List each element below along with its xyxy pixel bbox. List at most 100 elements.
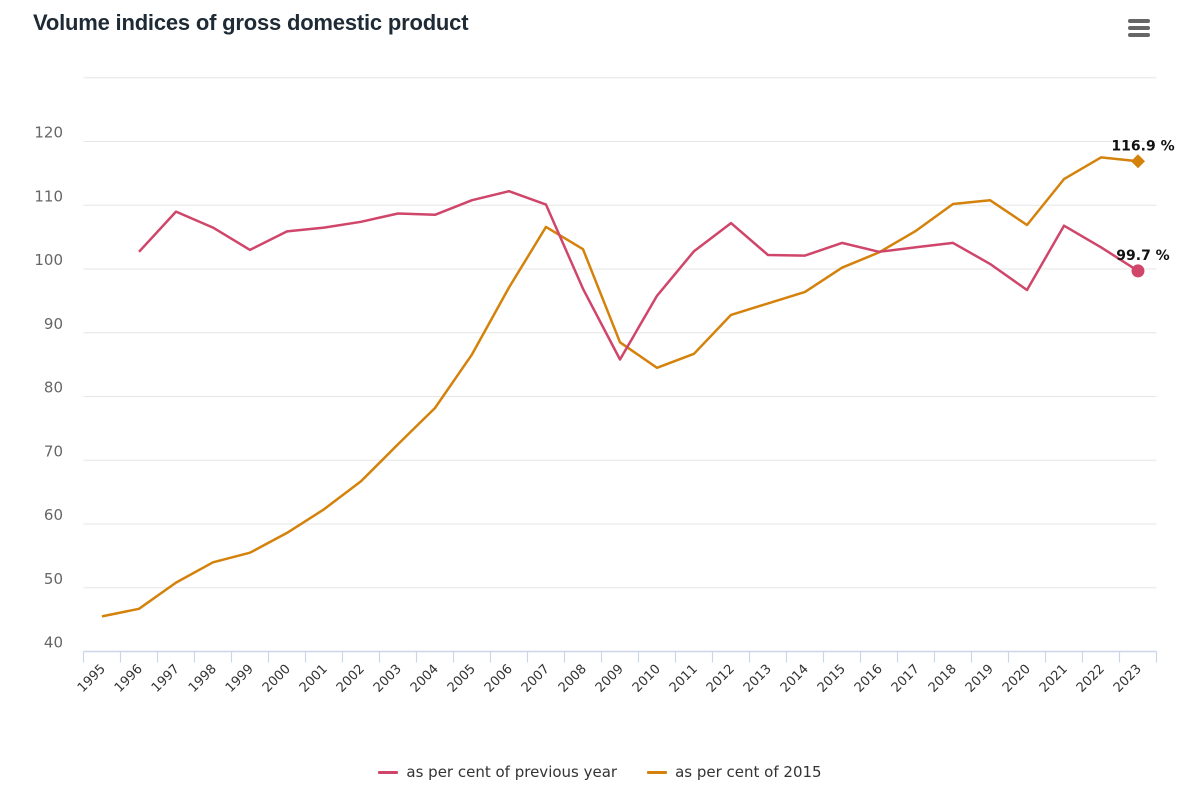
x-tick-label: 2004	[408, 662, 442, 696]
x-tick-label: 2016	[852, 662, 886, 696]
y-tick-label: 90	[44, 315, 63, 333]
x-tick-label: 2013	[741, 662, 775, 696]
last-point-marker-diamond[interactable]	[1131, 154, 1145, 169]
series-line-2015[interactable]	[101, 156, 1139, 618]
data-point[interactable]	[691, 351, 697, 357]
hamburger-menu-icon	[1128, 19, 1150, 23]
data-point[interactable]	[173, 209, 179, 215]
data-point[interactable]	[802, 289, 808, 295]
data-point[interactable]	[321, 225, 327, 231]
x-tick-label: 2011	[667, 662, 701, 696]
data-point[interactable]	[469, 197, 475, 203]
chart-menu-button[interactable]	[1124, 16, 1154, 40]
x-tick-label: 2019	[963, 662, 997, 696]
data-point[interactable]	[987, 197, 993, 203]
y-tick-label: 70	[44, 442, 63, 460]
x-tick-label: 2020	[1000, 662, 1034, 696]
data-point[interactable]	[580, 246, 586, 252]
data-point[interactable]	[358, 478, 364, 484]
data-point[interactable]	[913, 228, 919, 234]
data-point[interactable]	[1024, 222, 1030, 228]
x-tick-label: 2015	[815, 662, 849, 696]
y-tick-label: 40	[44, 634, 63, 652]
data-point[interactable]	[1098, 154, 1104, 160]
data-point[interactable]	[395, 211, 401, 217]
y-tick-label: 110	[34, 187, 63, 205]
data-point[interactable]	[173, 580, 179, 586]
data-point[interactable]	[617, 339, 623, 345]
series-line-previous-year[interactable]	[138, 189, 1139, 361]
data-point[interactable]	[284, 228, 290, 234]
data-point[interactable]	[247, 550, 253, 556]
data-point[interactable]	[987, 261, 993, 267]
y-axis: 40 50 60 70 80 90 100 110 120	[34, 124, 63, 652]
data-point[interactable]	[950, 240, 956, 246]
chart-title: Volume indices of gross domestic product	[33, 10, 469, 35]
x-tick-label: 2021	[1037, 662, 1071, 696]
data-point[interactable]	[210, 559, 216, 565]
y-tick-label: 80	[44, 379, 63, 397]
data-labels: 116.9 % 99.7 %	[1111, 138, 1174, 264]
data-point[interactable]	[506, 284, 512, 290]
data-point[interactable]	[432, 212, 438, 218]
data-point[interactable]	[728, 220, 734, 226]
data-point[interactable]	[1024, 287, 1030, 293]
data-point[interactable]	[580, 286, 586, 292]
data-point[interactable]	[210, 225, 216, 231]
x-tick-label: 1995	[75, 662, 109, 696]
x-tick-label: 2001	[297, 662, 331, 696]
data-point[interactable]	[395, 441, 401, 447]
data-point[interactable]	[358, 219, 364, 225]
data-point[interactable]	[728, 312, 734, 318]
data-label-last: 99.7 %	[1116, 248, 1169, 264]
x-tick-label: 2009	[593, 662, 627, 696]
x-tick-label: 2008	[556, 662, 590, 696]
data-point[interactable]	[136, 249, 142, 255]
legend-item-previous-year[interactable]: as per cent of previous year	[378, 763, 617, 781]
hamburger-menu-icon-bar	[1128, 26, 1150, 30]
data-point[interactable]	[543, 224, 549, 230]
x-tick-label: 2006	[482, 662, 516, 696]
data-point[interactable]	[839, 240, 845, 246]
data-point[interactable]	[691, 248, 697, 254]
x-tick-label: 1998	[186, 662, 220, 696]
data-point[interactable]	[506, 188, 512, 194]
data-point[interactable]	[432, 405, 438, 411]
data-point[interactable]	[876, 249, 882, 255]
x-tick-label: 2002	[334, 662, 368, 696]
data-point[interactable]	[543, 202, 549, 208]
series-group	[99, 154, 1145, 619]
data-point[interactable]	[136, 606, 142, 612]
data-point[interactable]	[839, 265, 845, 271]
data-point[interactable]	[654, 365, 660, 371]
x-tick-label: 2000	[260, 662, 294, 696]
data-point[interactable]	[247, 247, 253, 253]
data-point[interactable]	[654, 293, 660, 299]
data-point[interactable]	[469, 351, 475, 357]
legend-label: as per cent of previous year	[406, 763, 618, 781]
data-point[interactable]	[765, 300, 771, 306]
data-point[interactable]	[765, 252, 771, 258]
x-tick-label: 1996	[112, 662, 146, 696]
data-point[interactable]	[284, 530, 290, 536]
data-point[interactable]	[950, 201, 956, 207]
data-point[interactable]	[802, 253, 808, 259]
data-point[interactable]	[617, 357, 623, 363]
x-tick-label: 2017	[889, 662, 923, 696]
data-point[interactable]	[1061, 176, 1067, 182]
legend-label: as per cent of 2015	[675, 763, 822, 781]
data-point[interactable]	[913, 244, 919, 250]
x-tick-label: 2005	[445, 662, 479, 696]
legend-item-2015[interactable]: as per cent of 2015	[647, 763, 822, 781]
data-point[interactable]	[1061, 223, 1067, 229]
data-point[interactable]	[321, 506, 327, 512]
y-tick-label: 120	[34, 124, 63, 142]
last-point-marker-circle[interactable]	[1131, 264, 1145, 278]
grid-lines	[83, 77, 1157, 589]
x-tick-label: 2023	[1111, 662, 1145, 696]
data-point[interactable]	[1098, 244, 1104, 250]
y-tick-label: 60	[44, 506, 63, 524]
legend-swatch-2015	[647, 770, 668, 774]
data-point[interactable]	[99, 613, 105, 619]
